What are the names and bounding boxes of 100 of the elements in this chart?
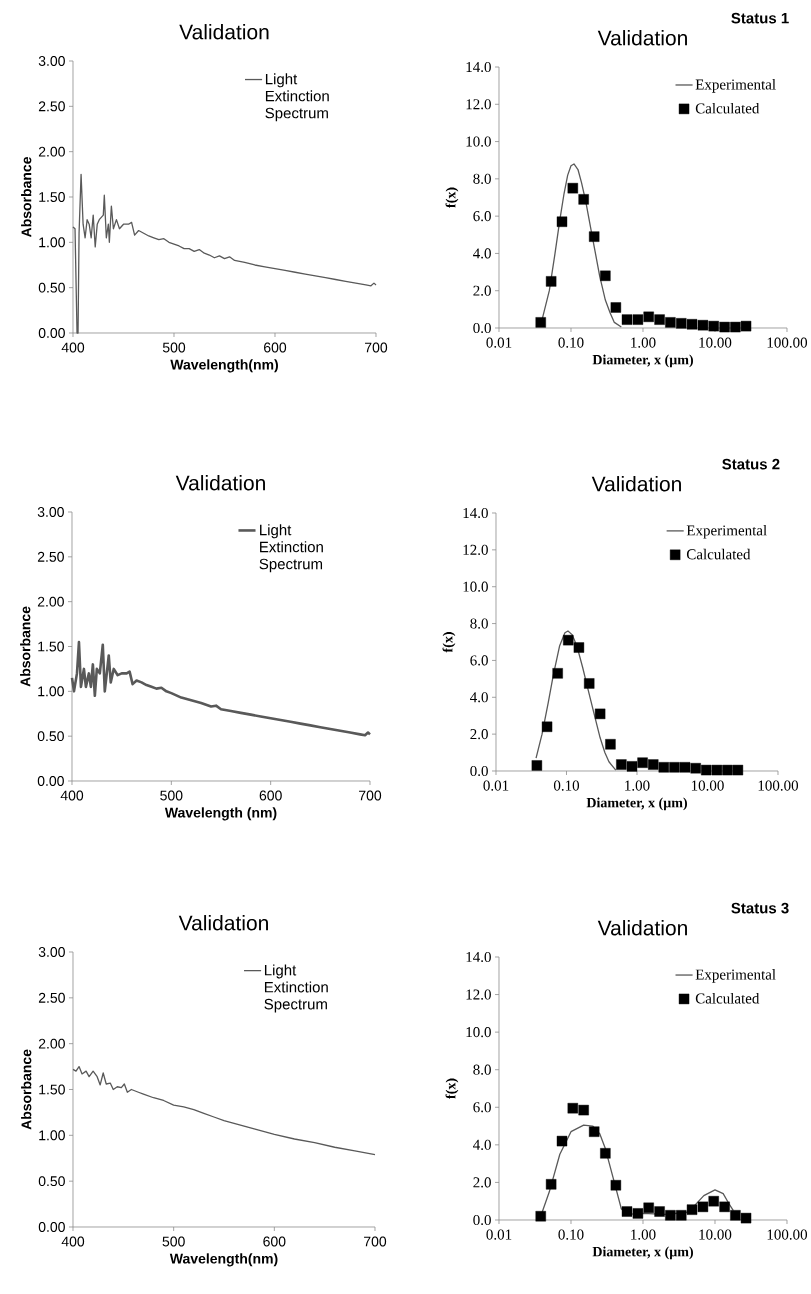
point [605,739,616,750]
point [697,1201,709,1213]
y-tick-label: 6.0 [473,1102,491,1113]
x-tick-label: 0.10 [558,1229,584,1240]
point [545,1179,557,1190]
y-tick-label: 8.0 [473,1064,491,1075]
y-tick-label: 12.0 [466,99,491,110]
x-tick-label: 700 [364,1236,387,1247]
y-tick-label: 0.00 [37,776,64,786]
y-tick-label: 1.50 [39,1084,65,1095]
y-tick-label: 12.0 [466,989,491,1000]
x-tick-label: 500 [162,1236,185,1247]
point [600,1148,611,1159]
point [654,314,665,325]
point [588,1126,600,1137]
y-tick-label: 8.0 [473,173,491,184]
point [556,1135,568,1147]
point [567,182,579,194]
x-axis-title: Diameter, x (µm) [586,797,687,811]
point [584,678,595,689]
legend-label: Experimental [695,969,776,983]
x-tick-label: 400 [60,790,84,801]
y-tick-label: 0.00 [38,1222,65,1232]
y-tick-label: 2.50 [38,992,65,1003]
x-tick-label: 10.00 [699,337,732,348]
point [643,311,654,323]
y-tick-label: 4.0 [470,692,488,703]
y-tick-label: 14.0 [466,951,491,963]
legend-label: Calculated [686,548,751,560]
point [719,1201,730,1213]
point [740,1212,752,1224]
point [708,320,719,332]
x-tick-label: 10.00 [699,1229,732,1240]
y-tick-label: 1.50 [38,641,64,652]
y-tick-label: 1.00 [39,1130,65,1141]
point [563,634,574,646]
y-tick-label: 3.00 [37,507,64,517]
y-tick-label: 2.0 [473,1177,491,1188]
x-tick-label: 1.00 [625,780,650,791]
text: Status 2 [722,458,780,470]
chart-title: Validation [175,475,265,491]
point [665,317,676,328]
y-tick-label: 10.0 [463,581,488,592]
text: Status 3 [731,902,789,914]
y-tick-label: 4.0 [473,1139,491,1150]
point [697,320,709,331]
x-tick-label: 700 [359,790,382,801]
line-series [70,640,372,737]
x-tick-label: 400 [61,342,85,353]
x-tick-label: 10.00 [691,780,724,791]
y-tick-label: 2.00 [38,146,65,157]
point [722,764,733,776]
y-axis-title: Absorbance [21,157,32,238]
point [686,319,698,330]
point [730,1210,741,1221]
y-tick-label: 1.00 [38,686,64,697]
y-tick-label: 0.50 [38,1176,65,1187]
point [616,759,627,770]
y-tick-label: 10.0 [466,136,491,147]
y-tick-label: 1.50 [39,192,65,202]
y-tick-label: 2.50 [37,551,64,562]
point [531,760,543,771]
y-tick-label: 2.00 [38,1038,65,1049]
y-tick-label: 2.50 [38,101,65,112]
y-tick-label: 0.0 [470,765,488,777]
point [545,276,557,287]
x-tick-label: 0.10 [553,780,580,791]
chart-title: Validation [178,915,268,931]
x-tick-label: 1.00 [631,337,656,348]
point [690,763,701,774]
point [610,1180,622,1191]
y-tick-label: 2.0 [470,729,488,740]
y-tick-label: 0.50 [38,282,65,293]
point [719,321,730,333]
line-series [72,1065,376,1156]
chart-title: Validation [179,24,269,40]
y-axis-title: f(x) [445,1078,459,1099]
point [632,314,644,325]
legend-label: Experimental [695,79,776,93]
x-tick-label: 700 [365,342,388,353]
y-tick-label: 3.00 [38,56,65,66]
point [676,318,687,329]
y-axis-title: Absorbance [21,1049,32,1130]
y-tick-label: 14.0 [463,507,488,519]
x-axis-title: Wavelength(nm) [170,359,278,373]
point [594,708,606,720]
y-tick-label: 12.0 [463,544,488,555]
y-tick-label: 1.00 [39,237,65,248]
point [730,321,741,333]
y-tick-label: 6.0 [470,655,488,666]
y-tick-label: 8.0 [470,618,488,629]
point [626,761,638,772]
x-tick-label: 500 [162,342,186,353]
text: Status 1 [731,12,789,24]
y-tick-label: 0.50 [37,731,64,742]
y-tick-label: 0.0 [473,322,491,334]
x-tick-label: 0.01 [483,780,509,791]
point [732,764,744,776]
legend-label: Light Extinction Spectrum [265,73,329,122]
point [648,759,659,770]
